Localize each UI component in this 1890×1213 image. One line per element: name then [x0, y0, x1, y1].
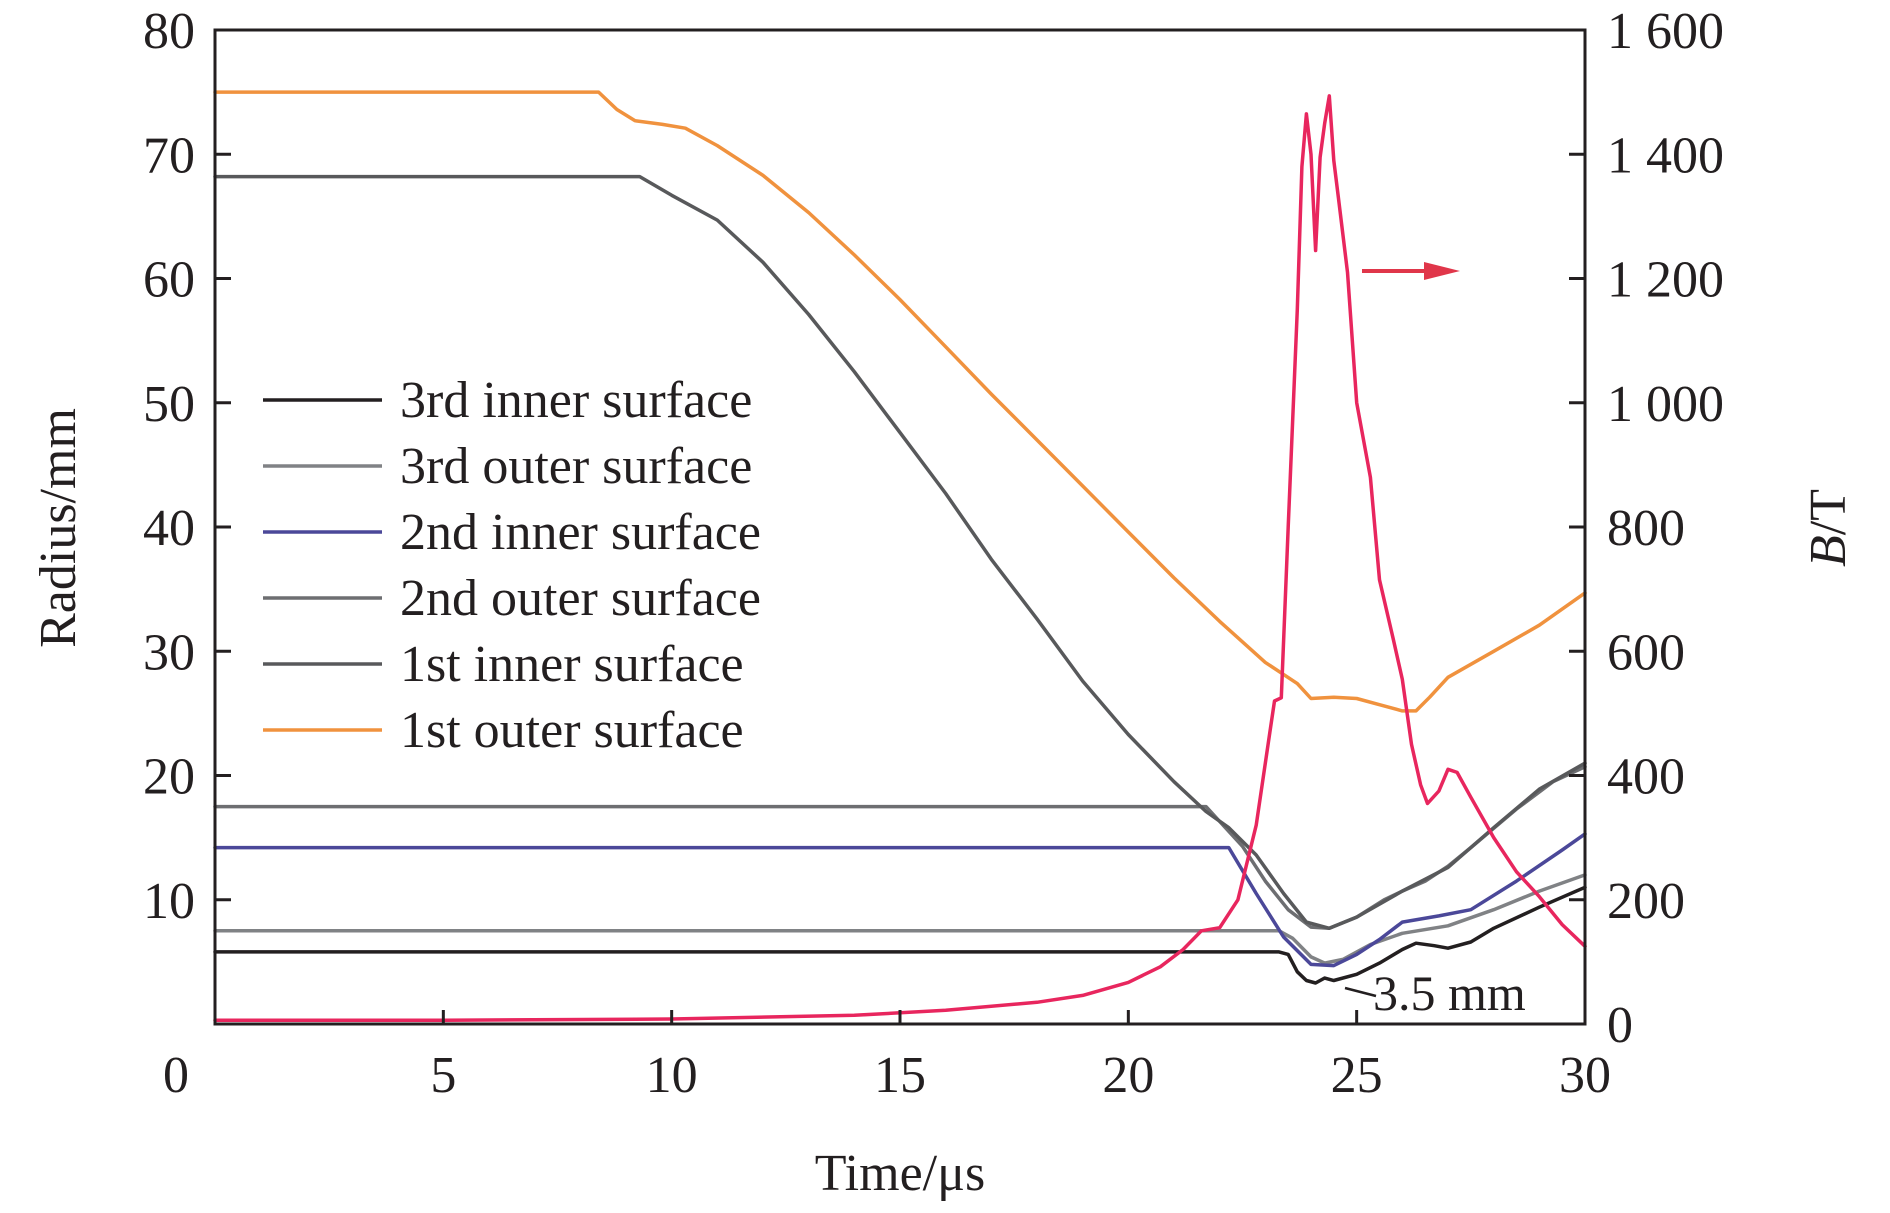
- series-line-magnetic-field-b: [213, 94, 1587, 1023]
- b-axis-arrow-head: [1424, 262, 1460, 280]
- y-tick-label: 40: [143, 500, 195, 557]
- b-axis-arrow: [1362, 262, 1460, 280]
- series-line-3rd-outer-surface: [213, 873, 1587, 965]
- y2-tick-label: 1 200: [1607, 252, 1724, 309]
- y-tick-label: 30: [143, 624, 195, 681]
- series-layer: [213, 90, 1587, 1023]
- y2-tick-label: 0: [1607, 997, 1633, 1054]
- y2-axis-label-var: B: [1800, 535, 1857, 567]
- y2-axis-label-unit: /T: [1800, 489, 1857, 535]
- x-tick-label: 25: [1331, 1047, 1383, 1104]
- legend-label-1st-outer-surface: 1st outer surface: [400, 702, 744, 759]
- y-tick-label: 80: [143, 3, 195, 60]
- series-line-2nd-inner-surface: [213, 832, 1587, 968]
- x-tick-label: 30: [1559, 1047, 1611, 1104]
- y-axis-label: Radius/mm: [30, 408, 87, 648]
- x-tick-label: 10: [646, 1047, 698, 1104]
- x-axis-label: Time/μs: [815, 1145, 985, 1202]
- y-tick-label: 60: [143, 252, 195, 309]
- y2-tick-label: 1 000: [1607, 376, 1724, 433]
- legend: 3rd inner surface 3rd outer surface 2nd in…: [263, 372, 761, 759]
- annotation-leader: [1344, 986, 1377, 998]
- annotation-3.5mm: 3.5 mm: [1373, 965, 1526, 1021]
- ticks-layer: 5 10 15 20 25 3001020304050607080020040060080…: [143, 3, 1724, 1104]
- y2-tick-label: 1 400: [1607, 127, 1724, 184]
- x-tick-label: 5: [430, 1047, 456, 1104]
- legend-label-3rd-outer-surface: 3rd outer surface: [400, 438, 752, 495]
- y2-tick-label: 200: [1607, 873, 1685, 930]
- y2-tick-label: 400: [1607, 749, 1685, 806]
- series-line-1st-inner-surface: [213, 174, 1587, 931]
- x-tick-label: 0: [163, 1047, 189, 1104]
- series-line-1st-outer-surface: [213, 90, 1587, 713]
- legend-label-1st-inner-surface: 1st inner surface: [400, 636, 744, 693]
- y-tick-label: 50: [143, 376, 195, 433]
- x-tick-label: 15: [874, 1047, 926, 1104]
- y2-axis-label: B/T: [1800, 489, 1857, 567]
- y-tick-label: 20: [143, 749, 195, 806]
- y2-tick-label: 1 600: [1607, 3, 1724, 60]
- legend-label-2nd-outer-surface: 2nd outer surface: [400, 570, 761, 627]
- y2-tick-label: 600: [1607, 624, 1685, 681]
- y-tick-label: 10: [143, 873, 195, 930]
- x-tick-label: 20: [1102, 1047, 1154, 1104]
- y-tick-label: 70: [143, 127, 195, 184]
- legend-label-2nd-inner-surface: 2nd inner surface: [400, 504, 761, 561]
- legend-label-3rd-inner-surface: 3rd inner surface: [400, 372, 752, 429]
- series-line-3rd-inner-surface: [213, 885, 1587, 985]
- y2-tick-label: 800: [1607, 500, 1685, 557]
